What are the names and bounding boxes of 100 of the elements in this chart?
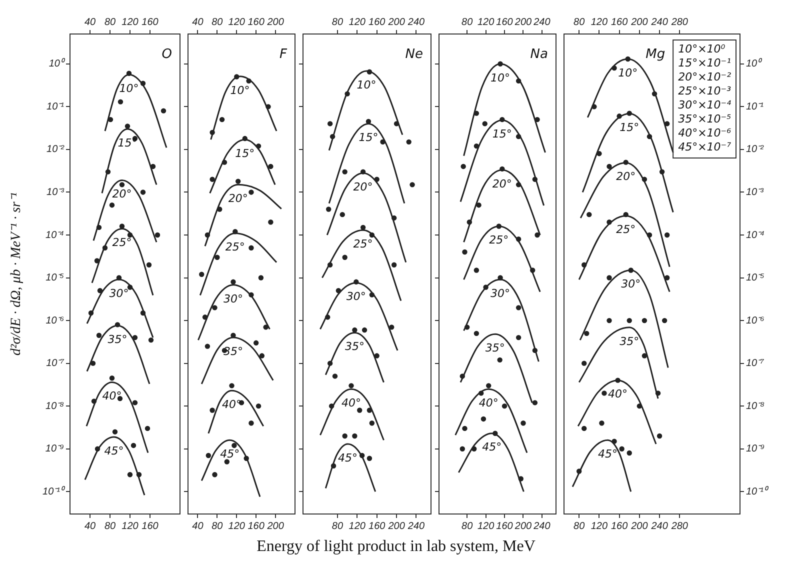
x-tick-label: 80 (212, 16, 224, 28)
point (366, 456, 372, 461)
series-label: 10° (618, 66, 638, 80)
series-label: 10° (119, 82, 139, 96)
x-tick-label: 80 (462, 16, 474, 28)
x-tick-label: 120 (228, 16, 246, 28)
point (357, 408, 362, 413)
point (118, 99, 124, 104)
point (124, 124, 130, 129)
annotation: 15°×10⁻¹ (678, 56, 732, 70)
series-label: 20° (616, 170, 636, 184)
series-label: 35° (108, 332, 128, 346)
x-tick-label: 120 (590, 520, 608, 532)
annotation: 40°×10⁻⁶ (678, 126, 732, 140)
point (248, 190, 254, 195)
point (410, 182, 415, 188)
annotation: 35°×10⁻⁵ (678, 112, 732, 126)
y-tick-label: 10⁻² (46, 144, 65, 156)
y-axis-title: d²σ/dE · dΩ, μb · MeV⁻¹ · sr⁻¹ (9, 192, 24, 356)
point (112, 429, 118, 434)
annotation: 30°×10⁻⁴ (678, 98, 732, 112)
point (132, 400, 138, 406)
point (362, 327, 368, 333)
series-label: 30° (223, 292, 243, 306)
text: Na (530, 46, 548, 62)
y-tick-label: 10⁻³ (46, 187, 65, 198)
y-tick-label: 10⁻⁶ (46, 315, 64, 326)
y-tick-label: 10⁻⁹ (45, 444, 64, 455)
point (462, 249, 468, 255)
point (130, 442, 136, 448)
series-label: 10° (490, 71, 510, 84)
point (148, 337, 154, 343)
point (662, 318, 668, 324)
series-label: 15° (492, 128, 512, 141)
point (369, 420, 375, 426)
point (96, 332, 102, 338)
series-label: 20° (112, 188, 132, 201)
x-tick-label: 280 (670, 520, 688, 532)
point (248, 245, 254, 250)
point (199, 272, 204, 277)
text: Mg (646, 46, 666, 62)
point (230, 279, 236, 285)
y-tick-label: 10⁻⁴ (46, 230, 64, 241)
x-tick-label: 120 (348, 16, 366, 28)
point (160, 108, 166, 114)
point (520, 420, 526, 426)
series-label: 25° (616, 223, 636, 236)
point (204, 344, 210, 349)
series-label: 45° (220, 447, 240, 460)
point (146, 262, 152, 268)
point (258, 275, 264, 280)
point (516, 305, 522, 310)
x-tick-label: 160 (142, 16, 159, 28)
point (342, 254, 348, 260)
point (482, 121, 488, 126)
line-series (579, 269, 669, 368)
series-label: 30° (109, 286, 129, 300)
x-tick-label: 160 (248, 16, 265, 28)
series-label: 45° (598, 447, 618, 460)
point (497, 357, 502, 363)
point (606, 275, 612, 280)
point (474, 268, 480, 273)
point (502, 403, 508, 409)
x-tick-label: 240 (406, 16, 426, 28)
point (586, 212, 592, 218)
point (582, 360, 587, 366)
point (232, 442, 237, 448)
x-tick-label: 200 (630, 520, 648, 532)
point (229, 383, 234, 388)
point (109, 376, 115, 381)
point (460, 164, 466, 170)
point (462, 426, 468, 432)
y2-tick-label: 10⁻⁴ (746, 230, 764, 241)
point (626, 318, 632, 324)
point (599, 420, 604, 426)
point (154, 232, 160, 238)
series-label: 40° (222, 398, 242, 411)
point (210, 408, 215, 413)
point (626, 450, 632, 456)
point (352, 433, 358, 439)
line-series (572, 439, 632, 492)
x-tick-label: 40 (84, 16, 96, 28)
point (516, 334, 522, 340)
series-label: 45° (482, 440, 502, 454)
series-label: 20° (492, 177, 512, 190)
point (256, 403, 262, 409)
series-label: 40° (478, 396, 498, 410)
point (606, 164, 612, 170)
point (210, 176, 215, 182)
point (480, 416, 486, 422)
y-tick-label: 10⁻⁷ (46, 358, 64, 370)
series-label: 15° (620, 120, 640, 134)
text: O (162, 46, 172, 62)
x-tick-label: 200 (266, 16, 284, 28)
x-axis-title: Energy of light product in lab system, MeV (256, 538, 536, 555)
series-label: 40° (102, 390, 122, 403)
point (664, 232, 670, 238)
point (109, 202, 115, 208)
series-label: 15° (358, 131, 378, 144)
series-label: 30° (490, 286, 510, 300)
